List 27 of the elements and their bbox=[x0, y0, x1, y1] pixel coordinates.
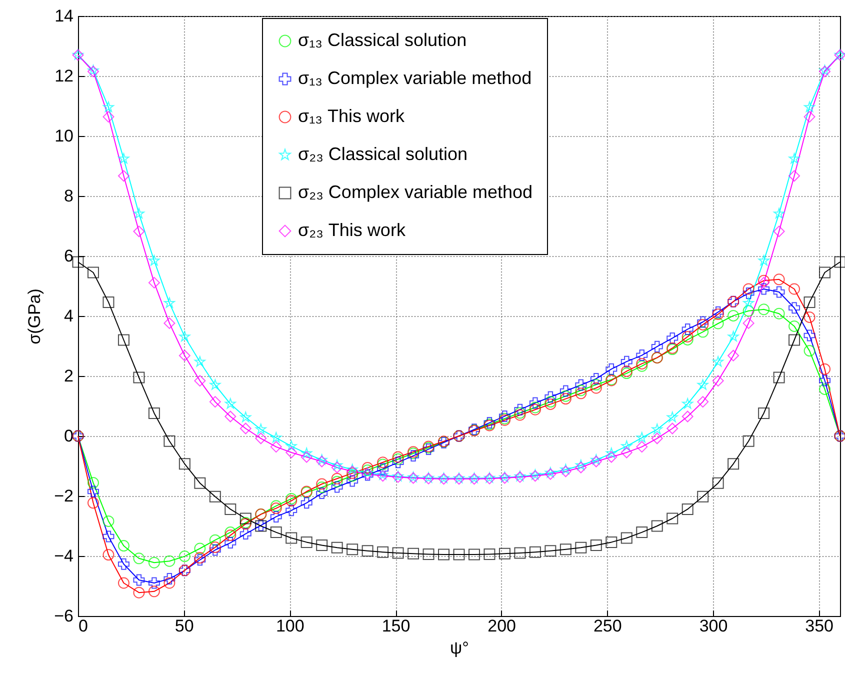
y-tick-label: −2 bbox=[54, 486, 74, 506]
legend-label: σ₁₃ This work bbox=[298, 106, 406, 126]
legend-label: σ₁₃ Complex variable method bbox=[298, 68, 532, 88]
y-tick-label: −6 bbox=[54, 606, 74, 626]
y-tick-label: 4 bbox=[64, 306, 74, 326]
x-axis-title: ψ° bbox=[450, 638, 469, 658]
y-tick-label: 6 bbox=[64, 246, 74, 266]
y-tick-label: 8 bbox=[64, 186, 74, 206]
legend-label: σ₂₃ This work bbox=[298, 220, 406, 240]
x-tick-label: 100 bbox=[276, 616, 304, 636]
legend-label: σ₂₃ Complex variable method bbox=[298, 182, 533, 202]
x-tick-label: 250 bbox=[593, 616, 622, 636]
legend-label: σ₂₃ Classical solution bbox=[298, 144, 468, 164]
y-tick-label: −4 bbox=[54, 546, 74, 566]
x-tick-label: 350 bbox=[805, 616, 834, 636]
legend-label: σ₁₃ Classical solution bbox=[298, 30, 467, 50]
y-tick-label: 10 bbox=[54, 126, 74, 146]
y-tick-label: 14 bbox=[54, 6, 74, 26]
x-tick-label: 0 bbox=[78, 616, 88, 636]
x-tick-label: 150 bbox=[382, 616, 410, 636]
x-tick-label: 300 bbox=[699, 616, 728, 636]
y-tick-label: 0 bbox=[64, 426, 74, 446]
x-tick-label: 200 bbox=[488, 616, 516, 636]
y-axis-title: σ(GPa) bbox=[25, 288, 44, 344]
x-tick-label: 50 bbox=[174, 616, 194, 636]
y-tick-label: 12 bbox=[54, 66, 74, 86]
y-tick-label: 2 bbox=[64, 366, 74, 386]
